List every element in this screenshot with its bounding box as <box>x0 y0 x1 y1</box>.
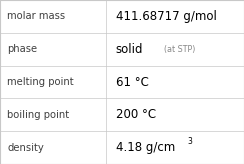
Text: molar mass: molar mass <box>7 11 65 21</box>
Text: boiling point: boiling point <box>7 110 70 120</box>
Text: 61 °C: 61 °C <box>116 75 149 89</box>
Text: melting point: melting point <box>7 77 74 87</box>
Text: 411.68717 g/mol: 411.68717 g/mol <box>116 10 217 23</box>
Text: phase: phase <box>7 44 37 54</box>
Text: density: density <box>7 143 44 153</box>
Text: solid: solid <box>116 43 143 56</box>
Text: 4.18 g/cm: 4.18 g/cm <box>116 141 175 154</box>
Text: 3: 3 <box>188 137 193 145</box>
Text: 200 °C: 200 °C <box>116 108 156 121</box>
Text: (at STP): (at STP) <box>159 45 195 54</box>
